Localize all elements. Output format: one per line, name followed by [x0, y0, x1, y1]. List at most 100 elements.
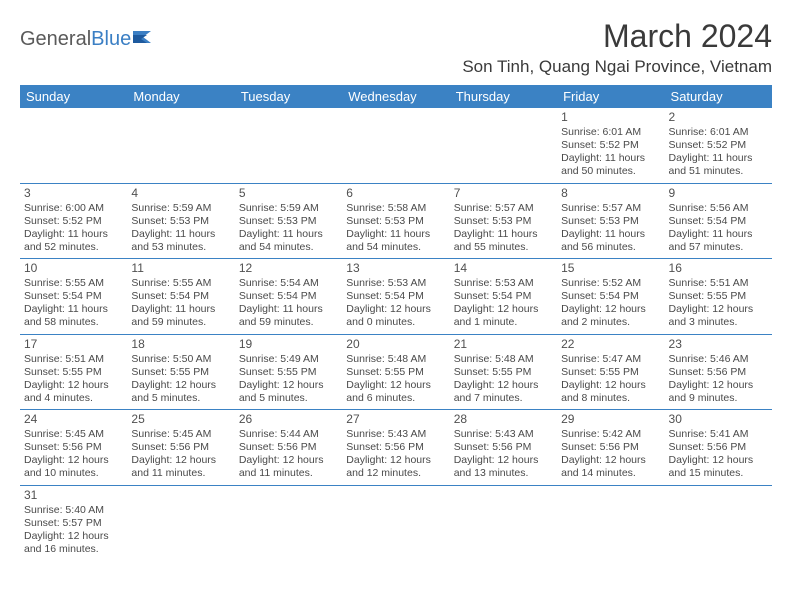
calendar-day-cell: 21Sunrise: 5:48 AMSunset: 5:55 PMDayligh…: [450, 334, 557, 410]
daylight-text: Daylight: 12 hours and 16 minutes.: [24, 530, 123, 556]
sunset-text: Sunset: 5:56 PM: [131, 441, 230, 454]
daylight-text: Daylight: 12 hours and 8 minutes.: [561, 379, 660, 405]
calendar-day-cell: 27Sunrise: 5:43 AMSunset: 5:56 PMDayligh…: [342, 410, 449, 486]
sunset-text: Sunset: 5:56 PM: [561, 441, 660, 454]
calendar-day-cell: 13Sunrise: 5:53 AMSunset: 5:54 PMDayligh…: [342, 259, 449, 335]
sunset-text: Sunset: 5:54 PM: [24, 290, 123, 303]
calendar-empty-cell: [342, 108, 449, 183]
sunset-text: Sunset: 5:54 PM: [239, 290, 338, 303]
calendar-day-header: Friday: [557, 85, 664, 108]
calendar-empty-cell: [127, 108, 234, 183]
sunrise-text: Sunrise: 5:48 AM: [454, 353, 553, 366]
calendar-week-row: 1Sunrise: 6:01 AMSunset: 5:52 PMDaylight…: [20, 108, 772, 183]
day-number: 6: [346, 186, 445, 201]
day-number: 16: [669, 261, 768, 276]
sunset-text: Sunset: 5:56 PM: [346, 441, 445, 454]
daylight-text: Daylight: 11 hours and 50 minutes.: [561, 152, 660, 178]
logo-text-blue: Blue: [91, 28, 131, 51]
sunrise-text: Sunrise: 5:40 AM: [24, 504, 123, 517]
sunset-text: Sunset: 5:52 PM: [561, 139, 660, 152]
sunrise-text: Sunrise: 5:46 AM: [669, 353, 768, 366]
sunrise-text: Sunrise: 5:43 AM: [346, 428, 445, 441]
logo-text-general: General: [20, 28, 91, 51]
daylight-text: Daylight: 11 hours and 59 minutes.: [131, 303, 230, 329]
calendar-day-cell: 10Sunrise: 5:55 AMSunset: 5:54 PMDayligh…: [20, 259, 127, 335]
sunset-text: Sunset: 5:53 PM: [239, 215, 338, 228]
calendar-day-cell: 29Sunrise: 5:42 AMSunset: 5:56 PMDayligh…: [557, 410, 664, 486]
sunrise-text: Sunrise: 5:53 AM: [346, 277, 445, 290]
calendar-empty-cell: [235, 108, 342, 183]
sunset-text: Sunset: 5:55 PM: [561, 366, 660, 379]
sunrise-text: Sunrise: 5:42 AM: [561, 428, 660, 441]
sunset-text: Sunset: 5:54 PM: [669, 215, 768, 228]
sunset-text: Sunset: 5:55 PM: [24, 366, 123, 379]
sunrise-text: Sunrise: 5:58 AM: [346, 202, 445, 215]
day-number: 15: [561, 261, 660, 276]
calendar-day-header: Wednesday: [342, 85, 449, 108]
sunset-text: Sunset: 5:53 PM: [131, 215, 230, 228]
sunset-text: Sunset: 5:57 PM: [24, 517, 123, 530]
sunrise-text: Sunrise: 5:45 AM: [131, 428, 230, 441]
daylight-text: Daylight: 12 hours and 1 minute.: [454, 303, 553, 329]
sunrise-text: Sunrise: 5:48 AM: [346, 353, 445, 366]
sunrise-text: Sunrise: 5:49 AM: [239, 353, 338, 366]
sunrise-text: Sunrise: 5:50 AM: [131, 353, 230, 366]
calendar-day-cell: 1Sunrise: 6:01 AMSunset: 5:52 PMDaylight…: [557, 108, 664, 183]
calendar-day-cell: 31Sunrise: 5:40 AMSunset: 5:57 PMDayligh…: [20, 485, 127, 560]
day-number: 24: [24, 412, 123, 427]
calendar-empty-cell: [450, 108, 557, 183]
calendar-empty-cell: [342, 485, 449, 560]
day-number: 7: [454, 186, 553, 201]
day-number: 11: [131, 261, 230, 276]
location: Son Tinh, Quang Ngai Province, Vietnam: [462, 57, 772, 77]
calendar-day-cell: 17Sunrise: 5:51 AMSunset: 5:55 PMDayligh…: [20, 334, 127, 410]
calendar-day-cell: 24Sunrise: 5:45 AMSunset: 5:56 PMDayligh…: [20, 410, 127, 486]
daylight-text: Daylight: 11 hours and 52 minutes.: [24, 228, 123, 254]
day-number: 5: [239, 186, 338, 201]
daylight-text: Daylight: 11 hours and 54 minutes.: [346, 228, 445, 254]
sunrise-text: Sunrise: 5:57 AM: [454, 202, 553, 215]
day-number: 28: [454, 412, 553, 427]
day-number: 18: [131, 337, 230, 352]
sunset-text: Sunset: 5:53 PM: [346, 215, 445, 228]
sunrise-text: Sunrise: 5:51 AM: [24, 353, 123, 366]
day-number: 10: [24, 261, 123, 276]
calendar-day-cell: 23Sunrise: 5:46 AMSunset: 5:56 PMDayligh…: [665, 334, 772, 410]
daylight-text: Daylight: 12 hours and 2 minutes.: [561, 303, 660, 329]
day-number: 23: [669, 337, 768, 352]
daylight-text: Daylight: 11 hours and 51 minutes.: [669, 152, 768, 178]
day-number: 22: [561, 337, 660, 352]
sunset-text: Sunset: 5:56 PM: [24, 441, 123, 454]
daylight-text: Daylight: 12 hours and 6 minutes.: [346, 379, 445, 405]
sunset-text: Sunset: 5:54 PM: [346, 290, 445, 303]
day-number: 3: [24, 186, 123, 201]
daylight-text: Daylight: 12 hours and 5 minutes.: [239, 379, 338, 405]
calendar-day-cell: 6Sunrise: 5:58 AMSunset: 5:53 PMDaylight…: [342, 183, 449, 259]
calendar-week-row: 24Sunrise: 5:45 AMSunset: 5:56 PMDayligh…: [20, 410, 772, 486]
sunset-text: Sunset: 5:55 PM: [669, 290, 768, 303]
calendar-empty-cell: [235, 485, 342, 560]
calendar-day-cell: 25Sunrise: 5:45 AMSunset: 5:56 PMDayligh…: [127, 410, 234, 486]
calendar-table: SundayMondayTuesdayWednesdayThursdayFrid…: [20, 85, 772, 560]
day-number: 21: [454, 337, 553, 352]
calendar-day-cell: 11Sunrise: 5:55 AMSunset: 5:54 PMDayligh…: [127, 259, 234, 335]
sunrise-text: Sunrise: 5:57 AM: [561, 202, 660, 215]
daylight-text: Daylight: 12 hours and 9 minutes.: [669, 379, 768, 405]
sunset-text: Sunset: 5:52 PM: [24, 215, 123, 228]
calendar-empty-cell: [665, 485, 772, 560]
calendar-day-cell: 3Sunrise: 6:00 AMSunset: 5:52 PMDaylight…: [20, 183, 127, 259]
day-number: 2: [669, 110, 768, 125]
calendar-day-cell: 5Sunrise: 5:59 AMSunset: 5:53 PMDaylight…: [235, 183, 342, 259]
day-number: 1: [561, 110, 660, 125]
daylight-text: Daylight: 12 hours and 14 minutes.: [561, 454, 660, 480]
daylight-text: Daylight: 11 hours and 56 minutes.: [561, 228, 660, 254]
calendar-day-cell: 2Sunrise: 6:01 AMSunset: 5:52 PMDaylight…: [665, 108, 772, 183]
daylight-text: Daylight: 12 hours and 13 minutes.: [454, 454, 553, 480]
calendar-day-cell: 7Sunrise: 5:57 AMSunset: 5:53 PMDaylight…: [450, 183, 557, 259]
daylight-text: Daylight: 11 hours and 53 minutes.: [131, 228, 230, 254]
calendar-day-cell: 18Sunrise: 5:50 AMSunset: 5:55 PMDayligh…: [127, 334, 234, 410]
sunrise-text: Sunrise: 6:00 AM: [24, 202, 123, 215]
calendar-day-cell: 16Sunrise: 5:51 AMSunset: 5:55 PMDayligh…: [665, 259, 772, 335]
day-number: 14: [454, 261, 553, 276]
calendar-day-header: Thursday: [450, 85, 557, 108]
